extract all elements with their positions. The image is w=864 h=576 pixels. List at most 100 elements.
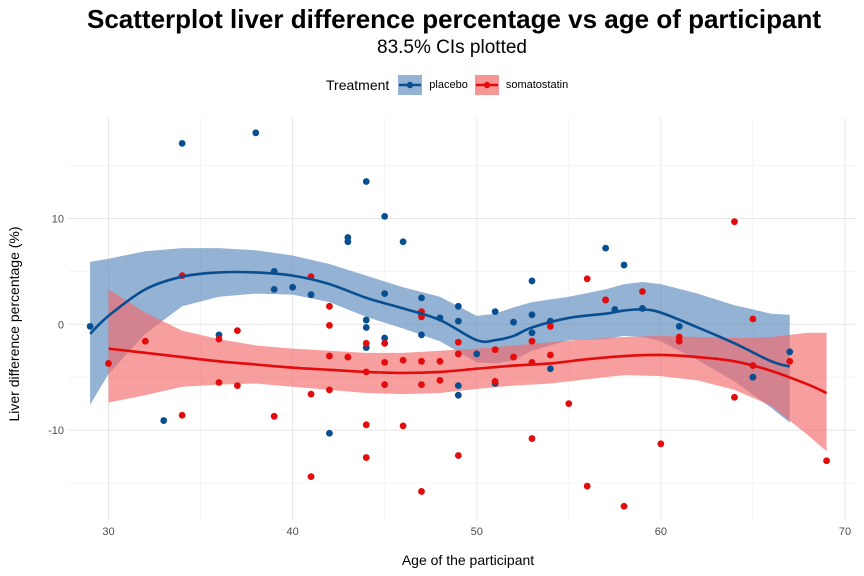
y-axis-title: Liver difference percentage (%)	[6, 226, 22, 421]
point-somatostatin	[786, 357, 794, 365]
point-somatostatin	[215, 335, 223, 343]
point-placebo	[381, 212, 389, 220]
point-placebo	[362, 324, 370, 331]
point-somatostatin	[454, 452, 462, 459]
point-somatostatin	[344, 353, 352, 361]
point-somatostatin	[602, 296, 610, 304]
y-tick-label: 0	[58, 319, 64, 331]
point-placebo	[528, 277, 536, 285]
point-somatostatin	[307, 390, 315, 398]
point-placebo	[307, 291, 315, 299]
legend-key-somatostatin	[474, 74, 500, 96]
point-placebo	[454, 391, 462, 399]
point-somatostatin	[326, 302, 333, 310]
point-somatostatin	[454, 338, 462, 346]
legend-item-placebo: placebo	[397, 74, 468, 96]
point-placebo	[491, 308, 499, 315]
point-somatostatin	[639, 288, 646, 295]
x-tick-label: 60	[655, 526, 667, 538]
point-somatostatin	[546, 323, 554, 330]
point-somatostatin	[399, 422, 407, 430]
point-somatostatin	[583, 275, 591, 283]
point-somatostatin	[418, 381, 425, 388]
x-tick-label: 50	[471, 526, 483, 538]
point-somatostatin	[491, 346, 499, 354]
point-placebo	[546, 365, 554, 373]
smooth-line-placebo	[89, 270, 791, 368]
point-somatostatin	[731, 393, 738, 401]
point-somatostatin	[528, 337, 536, 345]
legend-label-placebo: placebo	[429, 79, 468, 91]
smooth-line-somatostatin	[108, 347, 828, 395]
point-somatostatin	[233, 382, 241, 390]
point-placebo	[418, 331, 425, 339]
point-somatostatin	[178, 411, 186, 419]
axis-ticks: 30 40 50 60 70 -10 0 10	[48, 214, 851, 539]
point-placebo	[620, 261, 628, 269]
x-tick-label: 30	[102, 526, 114, 538]
point-somatostatin	[418, 488, 425, 495]
point-somatostatin	[823, 457, 830, 465]
point-somatostatin	[326, 352, 333, 360]
point-placebo	[473, 350, 481, 358]
point-somatostatin	[583, 482, 591, 490]
point-placebo	[454, 382, 462, 390]
point-somatostatin	[675, 337, 683, 345]
x-tick-label: 40	[286, 526, 298, 538]
point-placebo	[418, 294, 425, 302]
point-somatostatin	[362, 454, 370, 461]
ci-band-placebo	[90, 248, 790, 423]
point-somatostatin	[731, 218, 738, 226]
x-tick-label: 70	[839, 526, 851, 538]
point-somatostatin	[620, 502, 628, 510]
point-placebo	[399, 238, 407, 246]
point-somatostatin	[399, 356, 407, 364]
point-somatostatin	[381, 339, 389, 347]
point-somatostatin	[362, 421, 370, 429]
point-somatostatin	[270, 412, 278, 420]
point-somatostatin	[546, 351, 554, 359]
legend-label-somatostatin: somatostatin	[505, 79, 569, 91]
point-placebo	[749, 373, 757, 381]
point-placebo	[289, 283, 297, 291]
point-somatostatin	[362, 339, 370, 347]
point-somatostatin	[381, 381, 389, 388]
point-placebo	[381, 290, 389, 298]
y-tick-label: -10	[48, 425, 64, 437]
point-placebo	[454, 317, 462, 325]
point-somatostatin	[565, 400, 573, 408]
point-somatostatin	[233, 327, 241, 335]
point-somatostatin	[326, 386, 333, 394]
point-placebo	[675, 323, 683, 330]
x-axis-title: Age of the participant	[402, 552, 534, 568]
point-somatostatin	[141, 337, 149, 345]
point-somatostatin	[418, 357, 425, 365]
point-placebo	[178, 139, 186, 147]
point-somatostatin	[454, 350, 462, 358]
point-somatostatin	[381, 358, 389, 366]
legend-key-placebo	[397, 74, 423, 96]
legend: Treatment placebo somatostatin	[326, 74, 574, 96]
chart-title: Scatterplot liver difference percentage …	[86, 4, 821, 34]
point-placebo	[362, 316, 370, 324]
point-placebo	[86, 323, 94, 330]
point-somatostatin	[657, 440, 665, 448]
point-placebo	[381, 334, 389, 342]
point-placebo	[160, 417, 168, 424]
legend-title: Treatment	[326, 77, 390, 93]
point-somatostatin	[491, 378, 499, 385]
legend-item-somatostatin: somatostatin	[474, 74, 568, 96]
point-somatostatin	[326, 321, 333, 329]
point-somatostatin	[510, 353, 517, 361]
point-somatostatin	[436, 357, 444, 365]
point-placebo	[510, 318, 517, 326]
smooth-lines	[89, 270, 828, 395]
point-placebo	[528, 311, 536, 319]
point-somatostatin	[528, 435, 536, 442]
point-placebo	[786, 348, 794, 356]
point-placebo	[344, 238, 352, 246]
point-placebo	[252, 129, 260, 137]
point-placebo	[326, 429, 333, 437]
chart-subtitle: 83.5% CIs plotted	[377, 37, 527, 58]
